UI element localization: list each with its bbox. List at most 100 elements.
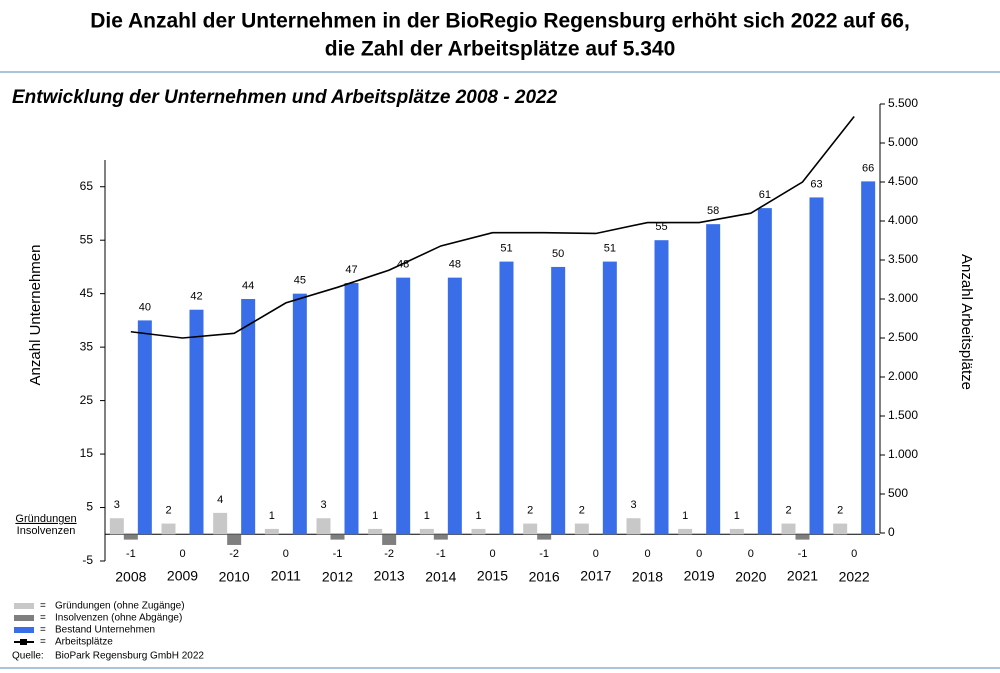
legend-label: Gründungen (ohne Zugänge) — [55, 601, 185, 612]
bar — [344, 282, 359, 535]
x-tick-label: 2017 — [580, 568, 611, 584]
legend-label: Arbeitsplätze — [55, 637, 113, 648]
value-label: 3 — [630, 499, 636, 511]
value-label: 0 — [593, 548, 599, 560]
y-tick-label: 5 — [86, 500, 93, 514]
x-tick-label: 2010 — [219, 569, 250, 585]
value-label: 63 — [810, 178, 822, 190]
value-label: -1 — [436, 548, 446, 560]
y2-tick-label: 0 — [888, 525, 895, 539]
value-label: 0 — [748, 548, 754, 560]
bar — [574, 523, 589, 535]
value-label: 42 — [190, 291, 202, 303]
bar — [447, 277, 462, 535]
bar — [537, 534, 552, 540]
x-tick-label: 2020 — [735, 569, 766, 585]
legend-eq: = — [40, 625, 46, 636]
value-label: 0 — [644, 548, 650, 560]
bar — [161, 523, 176, 535]
value-label: 1 — [269, 510, 275, 522]
legend-label: Bestand Unternehmen — [55, 625, 155, 636]
bar — [123, 534, 138, 540]
value-label: 0 — [696, 548, 702, 560]
y2-tick-label: 2.000 — [888, 369, 918, 383]
value-label: 0 — [489, 548, 495, 560]
value-label: 2 — [785, 504, 791, 516]
value-label: 3 — [320, 499, 326, 511]
value-label: -1 — [798, 548, 808, 560]
value-label: 50 — [552, 248, 564, 260]
y-tick-label: 65 — [80, 179, 94, 193]
source: BioPark Regensburg GmbH 2022 — [55, 651, 204, 662]
value-label: 2 — [837, 504, 843, 516]
x-tick-label: 2018 — [632, 569, 663, 585]
x-tick-label: 2022 — [839, 569, 870, 585]
bar — [678, 528, 693, 535]
value-label: 48 — [397, 259, 409, 271]
x-tick-label: 2014 — [425, 569, 456, 585]
x-tick-label: 2021 — [787, 568, 818, 584]
x-tick-label: 2008 — [115, 569, 146, 585]
bar — [706, 224, 721, 535]
y2-axis-label: Anzahl Arbeitsplätze — [958, 254, 975, 390]
value-label: 51 — [604, 242, 616, 254]
y2-tick-label: 3.000 — [888, 291, 918, 305]
x-tick-label: 2009 — [167, 568, 198, 584]
bar — [861, 181, 876, 535]
y2-tick-label: 2.500 — [888, 330, 918, 344]
legend-eq: = — [40, 601, 46, 612]
value-label: 51 — [500, 242, 512, 254]
chart-title: die Zahl der Arbeitsplätze auf 5.340 — [325, 38, 676, 61]
y2-tick-label: 5.000 — [888, 135, 918, 149]
value-label: 1 — [734, 510, 740, 522]
bar — [189, 309, 204, 535]
bar — [729, 528, 744, 535]
bar — [368, 528, 383, 535]
side-label: Gründungen — [15, 513, 76, 525]
value-label: -2 — [229, 548, 239, 560]
y2-tick-label: 1.000 — [888, 447, 918, 461]
legend-label: Insolvenzen (ohne Abgänge) — [55, 613, 182, 624]
bar — [316, 518, 331, 535]
value-label: 61 — [759, 189, 771, 201]
value-label: 1 — [372, 510, 378, 522]
bar — [757, 208, 772, 535]
value-label: 1 — [682, 510, 688, 522]
side-label: Insolvenzen — [17, 525, 76, 537]
bar — [330, 534, 345, 540]
value-label: 1 — [424, 510, 430, 522]
y2-tick-label: 1.500 — [888, 408, 918, 422]
value-label: 4 — [217, 494, 223, 506]
y2-tick-label: 5.500 — [888, 96, 918, 110]
legend-swatch — [14, 615, 34, 621]
legend-swatch — [14, 603, 34, 609]
x-tick-label: 2015 — [477, 568, 508, 584]
y-tick-label: 35 — [80, 339, 94, 353]
value-label: 44 — [242, 280, 254, 292]
source-label: Quelle: — [12, 651, 44, 662]
value-label: 2 — [527, 504, 533, 516]
y-axis-label: Anzahl Unternehmen — [27, 245, 44, 386]
bar — [396, 277, 411, 535]
value-label: 47 — [345, 264, 357, 276]
y-tick-label: 15 — [80, 446, 94, 460]
bar — [626, 518, 641, 535]
bar — [795, 534, 810, 540]
y2-tick-label: 4.000 — [888, 213, 918, 227]
y2-tick-label: 4.500 — [888, 174, 918, 188]
bar — [382, 534, 397, 545]
subtitle: Entwicklung der Unternehmen und Arbeitsp… — [12, 87, 558, 108]
bar — [602, 261, 617, 535]
legend-eq: = — [40, 613, 46, 624]
x-tick-label: 2016 — [529, 569, 560, 585]
bar — [551, 266, 566, 535]
value-label: 55 — [655, 221, 667, 233]
bar — [499, 261, 514, 535]
bar — [137, 320, 152, 535]
bar — [264, 528, 279, 535]
bar — [523, 523, 538, 535]
bar — [227, 534, 242, 545]
value-label: 0 — [179, 548, 185, 560]
value-label: 0 — [851, 548, 857, 560]
